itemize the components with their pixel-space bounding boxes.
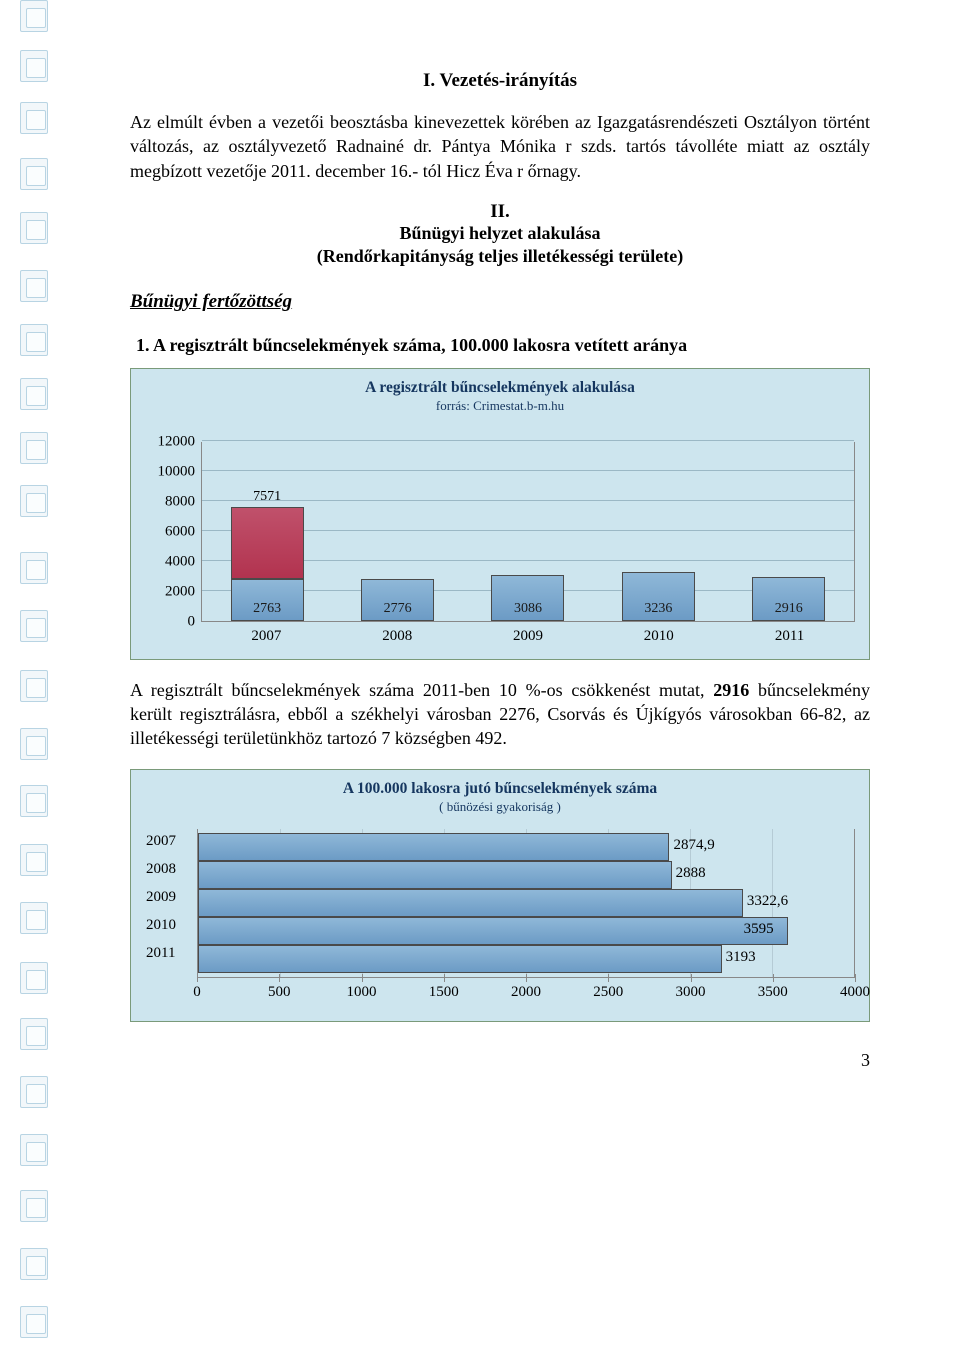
chart-2-xtick: 4000 <box>840 984 870 1001</box>
chart-1-ytick: 4000 <box>165 553 195 570</box>
section-2-subtitle-2: (Rendőrkapitányság teljes illetékességi … <box>130 246 870 267</box>
chart-2-xtick: 2500 <box>593 984 623 1001</box>
chart-1-xlabel: 2009 <box>463 622 594 645</box>
chart-1-ytick: 10000 <box>158 463 196 480</box>
chart-1-ytick: 8000 <box>165 493 195 510</box>
chart-2-frame: A 100.000 lakosra jutó bűncselekmények s… <box>130 769 870 1022</box>
highlight-2916: 2916 <box>713 680 749 700</box>
chart-2-xtick-mark <box>362 974 363 982</box>
chart-2-xtick-mark <box>691 974 692 982</box>
chart-1-bar-value: 2776 <box>352 601 443 617</box>
chart-2-bar <box>198 917 788 945</box>
chart-2-bar-value: 3322,6 <box>747 893 788 910</box>
chart-1-title: A regisztrált bűncselekmények alakulása <box>145 379 855 397</box>
chart-1-yaxis: 020004000600080001000012000 <box>145 442 201 622</box>
chart-2-ylabel: 2008 <box>146 861 198 878</box>
chart-2-xtick: 1000 <box>347 984 377 1001</box>
section-2-number: II. <box>130 201 870 223</box>
chart-2-xtick: 2000 <box>511 984 541 1001</box>
chart-2-xtick: 1500 <box>429 984 459 1001</box>
chart-1-plot-area: 020004000600080001000012000 276375712776… <box>145 442 855 622</box>
chart-2-xaxis: 05001000150020002500300035004000 <box>197 977 855 1007</box>
paragraph-2: A regisztrált bűncselekmények száma 2011… <box>130 678 870 751</box>
chart-1-gridline <box>202 440 854 441</box>
chart-2-xtick-mark <box>444 974 445 982</box>
paragraph-2-text: A regisztrált bűncselekmények száma 2011… <box>130 680 870 749</box>
chart-1-xlabel: 2011 <box>724 622 855 645</box>
chart-2-xtick-mark <box>279 974 280 982</box>
chart-1-extra-bar-value: 7571 <box>222 489 313 505</box>
chart-2-ylabel: 2009 <box>146 889 198 906</box>
page: I. Vezetés-irányítás Az elmúlt évben a v… <box>0 0 960 1111</box>
chart-1-ytick: 0 <box>188 613 196 630</box>
chart-1-ytick: 12000 <box>158 433 196 450</box>
chart-2-bar <box>198 861 672 889</box>
chart-1-ytick: 2000 <box>165 583 195 600</box>
chart-2-title: A 100.000 lakosra jutó bűncselekmények s… <box>145 780 855 798</box>
chart-2-ylabel: 2010 <box>146 917 198 934</box>
chart-2-xtick: 3500 <box>758 984 788 1001</box>
chart-1-bar-value: 3236 <box>613 601 704 617</box>
page-number: 3 <box>130 1050 870 1071</box>
chart-2-bar <box>198 833 669 861</box>
section-1-title: I. Vezetés-irányítás <box>130 70 870 92</box>
chart-2-xtick: 3000 <box>676 984 706 1001</box>
chart-2-ylabel: 2011 <box>146 945 198 962</box>
chart-1-bar-value: 2763 <box>222 601 313 617</box>
chart-1-xaxis: 20072008200920102011 <box>201 622 855 645</box>
chart-2-bar-value: 3595 <box>744 921 774 938</box>
chart-2-bar-value: 2888 <box>676 865 706 882</box>
chart-2-xtick: 500 <box>268 984 291 1001</box>
chart-1-bar-value: 2916 <box>743 601 834 617</box>
chart-1-frame: A regisztrált bűncselekmények alakulása … <box>130 368 870 660</box>
chart-1-gridline <box>202 470 854 471</box>
chart-2-bar <box>198 889 743 917</box>
chart-2-xtick-mark <box>526 974 527 982</box>
chart-2-xtick-mark <box>197 974 198 982</box>
chart-2-bar <box>198 945 722 973</box>
chart-1-plot: 2763 7571 2776 3086 3236 2916 <box>201 442 855 622</box>
chart-1-source: forrás: Crimestat.b-m.hu <box>145 398 855 414</box>
chart-2-plot: 20072874,92008288820093322,6201035952011… <box>197 829 855 977</box>
chart-1-extra-bar <box>231 507 304 579</box>
section-2-subtitle-1: Bűnügyi helyzet alakulása <box>130 223 870 244</box>
chart-2-subtitle: ( bűnözési gyakoriság ) <box>145 799 855 815</box>
chart-2-xtick-mark <box>855 974 856 982</box>
chart-2-xtick: 0 <box>193 984 201 1001</box>
chart-1-bar-value: 3086 <box>482 601 573 617</box>
chart-2-bar-value: 3193 <box>726 949 756 966</box>
chart-2-ylabel: 2007 <box>146 833 198 850</box>
chart-1-xlabel: 2010 <box>593 622 724 645</box>
chart-1-xlabel: 2008 <box>332 622 463 645</box>
chart-1-ytick: 6000 <box>165 523 195 540</box>
chart-2-xtick-mark <box>608 974 609 982</box>
chart-2-bar-value: 2874,9 <box>673 837 714 854</box>
chart-2-xtick-mark <box>773 974 774 982</box>
heading-bunugyi-fertozottseg: Bűnügyi fertőzöttség <box>130 291 870 313</box>
point-1: 1. A regisztrált bűncselekmények száma, … <box>130 335 870 356</box>
paragraph-1: Az elmúlt évben a vezetői beosztásba kin… <box>130 110 870 183</box>
chart-1-xlabel: 2007 <box>201 622 332 645</box>
